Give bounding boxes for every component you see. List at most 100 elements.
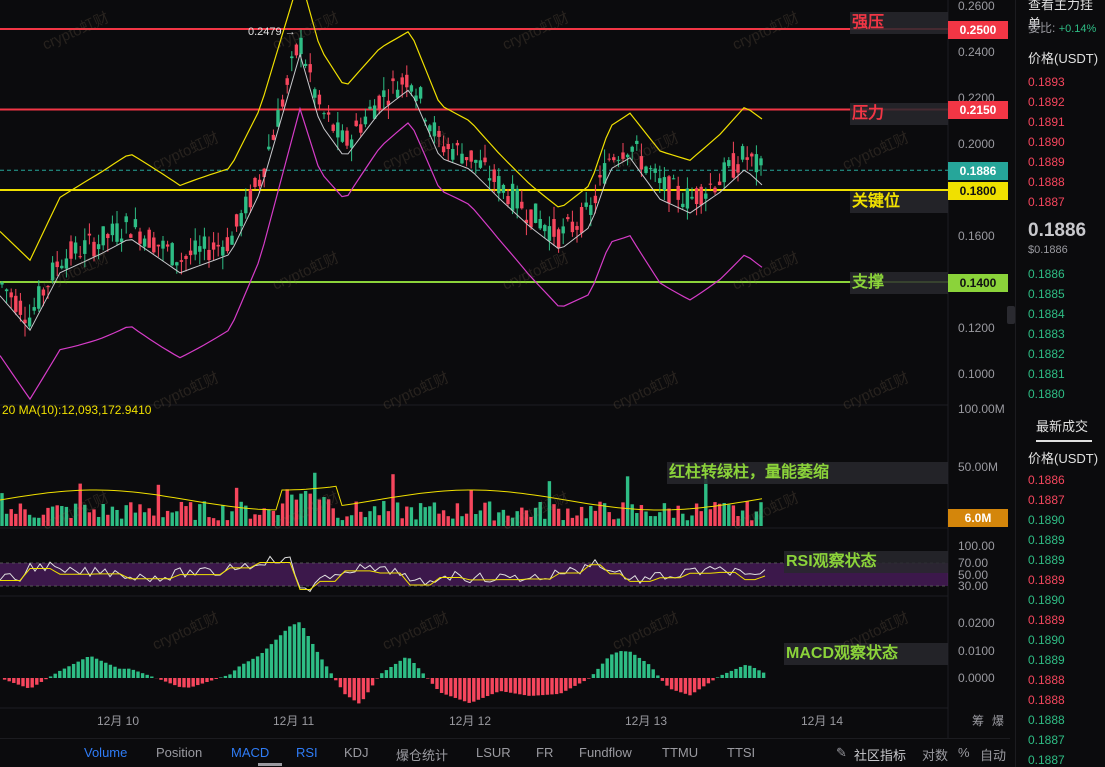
- candle-body: [621, 152, 625, 159]
- tab-volume[interactable]: Volume: [84, 745, 128, 760]
- volume-bar: [644, 511, 648, 526]
- volume-bar: [616, 518, 621, 526]
- bid-row[interactable]: 0.1886: [1028, 267, 1065, 281]
- candle-body: [73, 242, 78, 254]
- candle-body: [262, 168, 266, 178]
- macd-histogram-bar: [596, 668, 600, 678]
- trade-row: 0.1889: [1028, 573, 1065, 587]
- volume-bar: [717, 503, 722, 526]
- log-scale-toggle[interactable]: 对数: [922, 748, 949, 763]
- candle-body: [598, 174, 602, 178]
- candle-body: [625, 154, 630, 158]
- candle-body: [455, 142, 460, 146]
- ask-row[interactable]: 0.1892: [1028, 95, 1065, 109]
- tab-lsur[interactable]: LSUR: [476, 745, 511, 760]
- candle-body: [78, 256, 82, 258]
- candle-body: [69, 241, 73, 259]
- tab-kdj[interactable]: KDJ: [344, 745, 369, 760]
- volume-bar: [50, 506, 55, 526]
- burst-toggle[interactable]: 爆: [992, 714, 1005, 728]
- candle-body: [92, 241, 96, 257]
- macd-histogram-bar: [702, 678, 706, 687]
- tab-ttsi[interactable]: TTSI: [727, 745, 756, 760]
- candle-body: [207, 249, 211, 261]
- candle-body: [377, 95, 381, 111]
- ask-row[interactable]: 0.1891: [1028, 115, 1065, 129]
- macd-histogram-bar: [683, 678, 688, 694]
- volume-bar: [731, 505, 736, 526]
- indicator-tab-bar: Volume Position MACD RSI KDJ 爆仓统计 LSUR F…: [0, 738, 1010, 767]
- ask-row[interactable]: 0.1888: [1028, 175, 1065, 189]
- ask-price-header: 价格(USDT): [1028, 51, 1099, 66]
- candle-body: [722, 162, 726, 183]
- macd-histogram-bar: [292, 624, 297, 678]
- auto-scale-toggle[interactable]: 自动: [980, 748, 1007, 763]
- candle-body: [464, 157, 469, 161]
- tab-fr[interactable]: FR: [536, 745, 554, 760]
- macd-histogram-bar: [403, 657, 407, 678]
- candle-body: [9, 292, 13, 298]
- tab-rsi[interactable]: RSI: [296, 745, 318, 760]
- candle-body: [326, 112, 331, 115]
- candle-body: [147, 229, 151, 248]
- ask-row[interactable]: 0.1890: [1028, 135, 1065, 149]
- candle-body: [681, 203, 685, 208]
- ask-row[interactable]: 0.1893: [1028, 75, 1065, 89]
- bid-row[interactable]: 0.1880: [1028, 387, 1065, 401]
- volume-bar: [464, 513, 469, 526]
- volume-bar: [547, 481, 552, 526]
- macd-histogram-bar: [476, 678, 481, 700]
- macd-histogram-bar: [761, 672, 766, 678]
- bid-row[interactable]: 0.1881: [1028, 367, 1065, 381]
- percent-scale-toggle[interactable]: %: [958, 745, 970, 760]
- volume-bar: [198, 504, 202, 526]
- volume-bar: [671, 517, 676, 526]
- macd-histogram-bar: [113, 666, 117, 678]
- volume-bar: [395, 502, 400, 526]
- chart-canvas[interactable]: [0, 0, 1010, 740]
- macd-histogram-bar: [444, 678, 448, 695]
- candle-body: [501, 184, 506, 193]
- volume-bar: [87, 512, 92, 526]
- chart-area[interactable]: 强压 压力 关键位 支撑 0.2600 0.2400 0.2200 0.2000 0.1…: [0, 0, 1010, 740]
- macd-histogram-bar: [697, 678, 701, 690]
- candle-body: [630, 146, 634, 152]
- macd-histogram-bar: [688, 678, 692, 696]
- trades-title[interactable]: 最新成交: [1036, 419, 1089, 434]
- date-label-dec11: 12月 11: [273, 714, 315, 728]
- macd-histogram-bar: [522, 678, 527, 696]
- bid-row[interactable]: 0.1883: [1028, 327, 1065, 341]
- tab-position[interactable]: Position: [156, 745, 203, 760]
- order-book-scroll-handle[interactable]: [1007, 306, 1015, 324]
- order-book-title[interactable]: 查看主力挂单: [1028, 0, 1094, 31]
- macd-histogram-bar: [610, 654, 614, 678]
- tab-liquidation[interactable]: 爆仓统计: [396, 748, 449, 763]
- macd-histogram-bar: [660, 678, 665, 681]
- candle-body: [414, 95, 418, 102]
- candle-body: [359, 124, 363, 133]
- volume-bar: [589, 506, 593, 526]
- chip-toggle[interactable]: 筹: [972, 714, 985, 728]
- price-axis-tick: 0.2400: [958, 45, 995, 59]
- volume-bar: [713, 502, 717, 526]
- volume-bar: [520, 507, 524, 526]
- macd-histogram-bar: [324, 666, 329, 678]
- ask-row[interactable]: 0.1887: [1028, 195, 1065, 209]
- tab-macd[interactable]: MACD: [231, 745, 270, 760]
- volume-bar: [239, 501, 243, 526]
- candle-body: [699, 186, 703, 206]
- trades-title-underline: [1036, 440, 1092, 442]
- macd-histogram-bar: [743, 665, 747, 678]
- tab-ttmu[interactable]: TTMU: [662, 745, 699, 760]
- ask-row[interactable]: 0.1889: [1028, 155, 1065, 169]
- macd-histogram-bar: [518, 678, 522, 695]
- tab-fundflow[interactable]: Fundflow: [579, 745, 632, 760]
- candle-body: [313, 89, 317, 98]
- bid-row[interactable]: 0.1885: [1028, 287, 1065, 301]
- community-indicators-button[interactable]: 社区指标: [854, 748, 907, 763]
- bid-row[interactable]: 0.1882: [1028, 347, 1065, 361]
- edit-icon[interactable]: ✎: [836, 745, 847, 760]
- bid-row[interactable]: 0.1884: [1028, 307, 1065, 321]
- volume-bar: [478, 510, 483, 526]
- candle-body: [184, 256, 188, 259]
